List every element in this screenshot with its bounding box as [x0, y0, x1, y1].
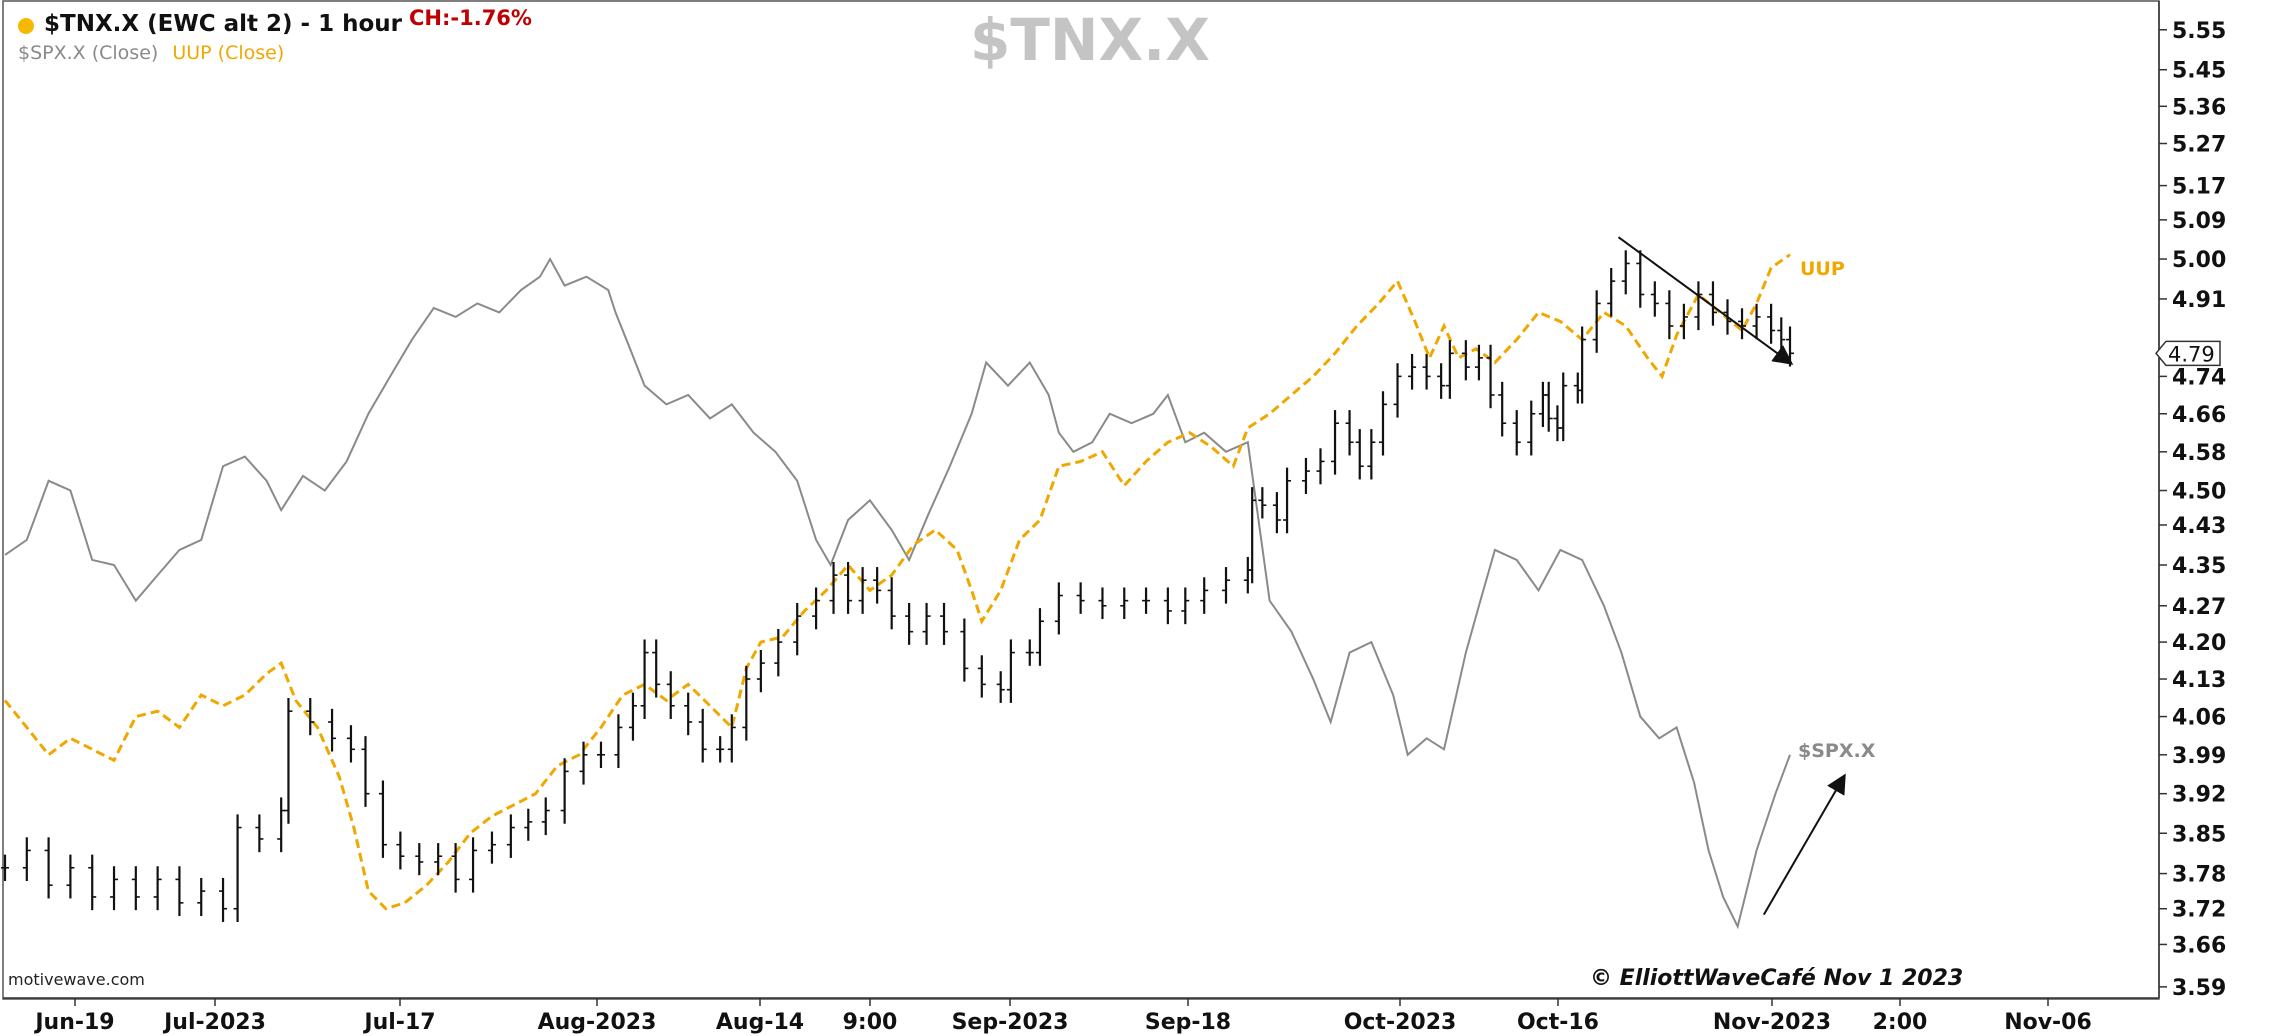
x-tick-label: Nov-06: [2004, 1010, 2092, 1035]
spx-series-label: $SPX.X: [1798, 740, 1876, 762]
current-price-box: [2155, 340, 2221, 367]
y-tick-label: 3.72: [2172, 898, 2226, 923]
x-tick-label: Sep-18: [1145, 1010, 1231, 1035]
down-trend-arrow: [1617, 236, 1794, 365]
x-tick-label: Aug-14: [716, 1010, 804, 1035]
symbol-watermark: $TNX.X: [970, 6, 1210, 74]
chart-title: $TNX.X (EWC alt 2) - 1 hour: [44, 11, 403, 37]
x-tick-label: Jul-17: [362, 1010, 435, 1035]
y-tick-label: 4.74: [2172, 365, 2226, 390]
y-tick-label: 5.45: [2172, 59, 2226, 84]
y-tick-label: 3.92: [2172, 783, 2226, 808]
y-tick-label: 5.36: [2172, 95, 2226, 120]
x-tick-label: Jul-2023: [162, 1010, 266, 1035]
spx-series: [4, 257, 1791, 930]
y-tick-label: 5.27: [2172, 133, 2226, 158]
current-price-label: 4.79: [2168, 342, 2215, 366]
y-tick-label: 5.00: [2172, 248, 2226, 273]
y-tick-label: 4.27: [2172, 595, 2226, 620]
uup-series: [3, 253, 1791, 911]
change-percent: CH:-1.76%: [409, 6, 532, 30]
y-tick-label: 5.17: [2172, 175, 2226, 200]
y-tick-label: 3.85: [2172, 822, 2226, 847]
y-tick-label: 3.66: [2172, 933, 2226, 958]
y-tick-label: 4.58: [2172, 441, 2226, 466]
uup-line: [3, 253, 1791, 911]
x-tick-label: Sep-2023: [952, 1010, 1069, 1035]
y-tick-label: 4.43: [2172, 514, 2226, 539]
legend: $SPX.X (Close) UUP (Close): [18, 42, 284, 64]
x-tick-label: Nov-2023: [1713, 1010, 1831, 1035]
x-tick-label: Oct-2023: [1344, 1010, 1457, 1035]
y-tick-label: 3.78: [2172, 863, 2226, 888]
x-tick-label: 2:00: [1873, 1010, 1928, 1035]
tnx-series: [1, 250, 1794, 922]
legend-spx[interactable]: $SPX.X (Close): [18, 42, 159, 64]
legend-uup[interactable]: UUP (Close): [172, 42, 285, 64]
spx-line: [4, 257, 1791, 930]
y-tick-label: 4.06: [2172, 706, 2226, 731]
y-tick-label: 3.59: [2172, 976, 2226, 1001]
x-tick-label: Oct-16: [1517, 1010, 1599, 1035]
y-tick-label: 4.50: [2172, 480, 2226, 505]
brand-text: motivewave.com: [8, 970, 145, 989]
copyright-text: © ElliottWaveCafé Nov 1 2023: [1590, 966, 1964, 991]
up-trend-arrow: [1762, 773, 1846, 916]
y-tick-label: 5.09: [2172, 209, 2226, 234]
x-tick-label: Aug-2023: [538, 1010, 657, 1035]
y-tick-label: 4.13: [2172, 668, 2226, 693]
trend-arrows: [1617, 236, 1846, 916]
y-tick-label: 4.66: [2172, 403, 2226, 428]
chart-frame: [2, 0, 2160, 1000]
y-axis: 3.59 3.66 3.72 3.78 3.85 3.92 3.99 4.06 4.13 4.20…: [2159, 19, 2226, 1001]
y-tick-label: 5.55: [2172, 19, 2226, 44]
current-price-marker: 4.79: [2155, 340, 2221, 367]
x-tick-label: 9:00: [843, 1010, 898, 1035]
y-tick-label: 4.35: [2172, 554, 2226, 579]
y-tick-label: 4.91: [2172, 288, 2226, 313]
series-color-dot-icon: [18, 18, 34, 34]
x-tick-label: Jun-19: [33, 1010, 114, 1035]
y-tick-label: 3.99: [2172, 744, 2226, 769]
x-axis: Jun-19 Jul-2023 Jul-17 Aug-2023 Aug-14 9:00 Se…: [33, 998, 2092, 1035]
y-tick-label: 4.20: [2172, 631, 2226, 656]
uup-series-label: UUP: [1800, 258, 1845, 280]
